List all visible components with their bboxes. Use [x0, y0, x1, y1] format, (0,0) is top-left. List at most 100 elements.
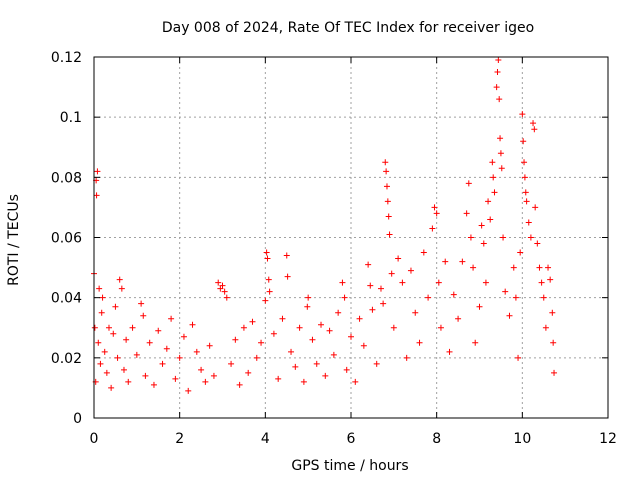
chart-title: Day 008 of 2024, Rate Of TEC Index for r… — [162, 20, 534, 36]
data-point — [463, 210, 470, 217]
data-point — [146, 339, 153, 346]
data-point — [292, 363, 299, 370]
axis-ticks — [93, 56, 609, 419]
data-point — [335, 309, 342, 316]
data-point — [476, 303, 483, 310]
data-point — [367, 282, 374, 289]
data-point — [96, 285, 103, 292]
data-point — [270, 330, 277, 337]
data-point — [265, 276, 272, 283]
data-point — [288, 348, 295, 355]
data-point — [500, 234, 507, 241]
data-point — [412, 309, 419, 316]
x-tick-label: 6 — [347, 431, 356, 447]
data-point — [356, 315, 363, 322]
data-point — [497, 135, 504, 142]
data-point — [305, 294, 312, 301]
data-point — [266, 288, 273, 295]
data-point — [521, 174, 528, 181]
data-point — [110, 330, 117, 337]
data-point — [236, 381, 243, 388]
data-point — [240, 324, 247, 331]
data-point — [442, 258, 449, 265]
data-point — [395, 255, 402, 262]
data-point — [180, 333, 187, 340]
data-point — [249, 318, 256, 325]
data-point — [352, 378, 359, 385]
data-point — [198, 366, 205, 373]
data-point — [523, 198, 530, 205]
data-point — [133, 351, 140, 358]
data-point — [138, 300, 145, 307]
x-tick-label: 2 — [175, 431, 184, 447]
data-point — [258, 339, 265, 346]
data-point — [536, 264, 543, 271]
data-point — [91, 324, 98, 331]
data-point — [253, 354, 260, 361]
x-tick-labels: 0 2 4 6 8 10 12 — [90, 431, 617, 447]
data-point — [296, 324, 303, 331]
data-point — [99, 294, 106, 301]
data-point — [275, 375, 282, 382]
y-tick-label: 0.12 — [51, 50, 82, 66]
data-point — [435, 279, 442, 286]
data-point — [437, 324, 444, 331]
x-tick-label: 12 — [599, 431, 617, 447]
data-point — [150, 381, 157, 388]
data-point — [489, 159, 496, 166]
data-point — [455, 315, 462, 322]
data-point — [326, 327, 333, 334]
data-point — [95, 339, 102, 346]
data-points — [91, 57, 558, 394]
data-point — [520, 138, 527, 145]
data-point — [470, 264, 477, 271]
data-point — [377, 285, 384, 292]
data-point — [176, 354, 183, 361]
y-tick-label: 0.06 — [51, 231, 82, 247]
data-point — [232, 336, 239, 343]
data-point — [98, 309, 105, 316]
data-point — [547, 276, 554, 283]
data-point — [522, 189, 529, 196]
data-point — [120, 366, 127, 373]
data-point — [339, 279, 346, 286]
data-point — [446, 348, 453, 355]
data-point — [407, 267, 414, 274]
data-point — [450, 291, 457, 298]
data-point — [416, 339, 423, 346]
data-point — [487, 216, 494, 223]
x-tick-label: 10 — [513, 431, 531, 447]
data-point — [114, 354, 121, 361]
data-point — [388, 270, 395, 277]
data-point — [365, 261, 372, 268]
data-point — [549, 309, 556, 316]
data-point — [497, 150, 504, 157]
data-point — [380, 300, 387, 307]
data-point — [498, 165, 505, 172]
data-point — [431, 204, 438, 211]
data-point — [384, 198, 391, 205]
data-point — [108, 384, 115, 391]
data-point — [491, 189, 498, 196]
data-point — [215, 279, 222, 286]
x-tick-label: 4 — [261, 431, 270, 447]
data-point — [94, 168, 101, 175]
data-point — [420, 249, 427, 256]
data-point — [155, 327, 162, 334]
data-point — [525, 219, 532, 226]
data-point — [348, 333, 354, 340]
data-point — [101, 348, 108, 355]
data-point — [510, 264, 517, 271]
data-point — [472, 339, 479, 346]
data-point — [118, 285, 125, 292]
data-point — [502, 288, 509, 295]
data-point — [386, 231, 393, 238]
data-point — [360, 342, 367, 349]
data-point — [217, 285, 224, 292]
data-point — [490, 174, 497, 181]
data-point — [279, 315, 286, 322]
data-point — [263, 249, 270, 256]
data-point — [185, 387, 192, 394]
data-point — [206, 342, 213, 349]
data-point — [369, 306, 376, 313]
